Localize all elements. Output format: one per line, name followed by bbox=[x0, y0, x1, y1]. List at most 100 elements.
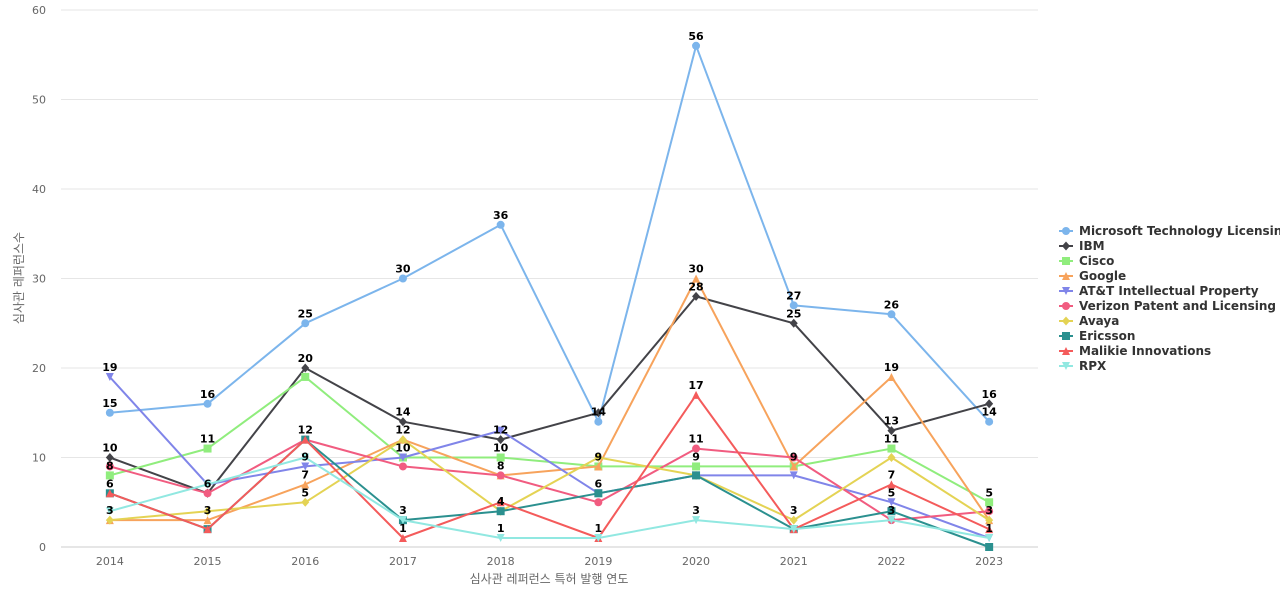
data-point[interactable] bbox=[496, 471, 505, 480]
data-point[interactable] bbox=[496, 534, 505, 543]
data-point[interactable] bbox=[496, 453, 505, 462]
series-rpx[interactable] bbox=[105, 453, 994, 543]
data-point[interactable] bbox=[301, 453, 310, 462]
data-point[interactable] bbox=[496, 426, 505, 435]
series-microsoft-technology-licensing[interactable] bbox=[105, 41, 994, 426]
data-point[interactable] bbox=[985, 507, 994, 516]
data-point[interactable] bbox=[887, 498, 896, 507]
legend[interactable]: Microsoft Technology LicensingIBMCiscoGo… bbox=[1059, 224, 1280, 373]
data-point[interactable] bbox=[985, 543, 994, 551]
data-point[interactable] bbox=[203, 444, 212, 453]
data-point[interactable] bbox=[692, 41, 701, 50]
legend-item-verizon-patent-and-licensing[interactable]: Verizon Patent and Licensing bbox=[1059, 299, 1276, 313]
legend-item-rpx[interactable]: RPX bbox=[1059, 359, 1107, 373]
data-point[interactable] bbox=[301, 497, 310, 507]
legend-item-avaya[interactable]: Avaya bbox=[1059, 314, 1119, 328]
data-point[interactable] bbox=[398, 417, 407, 427]
data-point[interactable] bbox=[496, 220, 505, 229]
series-line[interactable] bbox=[109, 393, 990, 539]
data-point[interactable] bbox=[789, 525, 798, 534]
data-point[interactable] bbox=[203, 516, 212, 525]
data-point[interactable] bbox=[301, 462, 310, 471]
data-point[interactable] bbox=[398, 453, 407, 462]
data-point[interactable] bbox=[301, 435, 310, 444]
series-avaya[interactable] bbox=[105, 435, 994, 525]
data-point[interactable] bbox=[594, 498, 603, 507]
data-point[interactable] bbox=[398, 274, 407, 283]
series-line[interactable] bbox=[109, 277, 990, 522]
data-point[interactable] bbox=[203, 506, 212, 516]
data-point[interactable] bbox=[887, 310, 896, 319]
data-point[interactable] bbox=[789, 515, 798, 525]
series-line[interactable] bbox=[109, 438, 990, 522]
data-point[interactable] bbox=[203, 525, 212, 534]
data-point[interactable] bbox=[594, 534, 603, 543]
data-point[interactable] bbox=[692, 471, 701, 480]
data-point[interactable] bbox=[887, 516, 896, 525]
data-point[interactable] bbox=[887, 507, 896, 516]
data-point[interactable] bbox=[301, 480, 310, 489]
data-point[interactable] bbox=[301, 363, 310, 373]
data-point[interactable] bbox=[105, 471, 114, 480]
legend-item-cisco[interactable]: Cisco bbox=[1059, 254, 1114, 268]
data-point[interactable] bbox=[301, 319, 310, 328]
data-point[interactable] bbox=[594, 408, 603, 418]
data-point[interactable] bbox=[105, 453, 114, 462]
data-point[interactable] bbox=[398, 462, 407, 471]
data-point[interactable] bbox=[887, 372, 896, 381]
data-point[interactable] bbox=[398, 516, 407, 525]
data-point[interactable] bbox=[789, 318, 798, 328]
data-point[interactable] bbox=[105, 489, 114, 498]
data-point[interactable] bbox=[887, 426, 896, 436]
data-point[interactable] bbox=[887, 453, 896, 462]
data-point[interactable] bbox=[887, 444, 896, 453]
data-point[interactable] bbox=[594, 453, 603, 462]
data-point[interactable] bbox=[105, 507, 114, 516]
data-point[interactable] bbox=[789, 301, 798, 310]
legend-item-google[interactable]: Google bbox=[1059, 269, 1126, 283]
data-point[interactable] bbox=[692, 462, 701, 471]
data-point[interactable] bbox=[105, 372, 114, 381]
data-point[interactable] bbox=[496, 507, 505, 516]
data-point[interactable] bbox=[985, 515, 994, 525]
series-cisco[interactable] bbox=[105, 372, 994, 507]
data-point[interactable] bbox=[398, 534, 407, 543]
data-point[interactable] bbox=[496, 435, 505, 445]
series-line[interactable] bbox=[109, 295, 990, 495]
data-point[interactable] bbox=[203, 480, 212, 489]
legend-item-ibm[interactable]: IBM bbox=[1059, 239, 1105, 253]
data-point[interactable] bbox=[105, 462, 114, 471]
data-point[interactable] bbox=[985, 498, 994, 507]
data-point[interactable] bbox=[985, 534, 994, 543]
data-point[interactable] bbox=[985, 525, 994, 534]
data-point[interactable] bbox=[594, 462, 603, 471]
data-point[interactable] bbox=[301, 372, 310, 381]
data-point[interactable] bbox=[789, 471, 798, 480]
legend-item-microsoft-technology-licensing[interactable]: Microsoft Technology Licensing bbox=[1059, 224, 1280, 238]
data-point[interactable] bbox=[692, 291, 701, 301]
data-point[interactable] bbox=[594, 417, 603, 426]
legend-item-malikie-innovations[interactable]: Malikie Innovations bbox=[1059, 344, 1211, 358]
data-point[interactable] bbox=[105, 515, 114, 525]
data-point[interactable] bbox=[203, 489, 212, 498]
data-point[interactable] bbox=[692, 444, 701, 453]
data-point[interactable] bbox=[692, 274, 701, 283]
legend-item-atandt-intellectual-property[interactable]: AT&T Intellectual Property bbox=[1059, 284, 1259, 298]
data-point[interactable] bbox=[105, 408, 114, 417]
legend-item-ericsson[interactable]: Ericsson bbox=[1059, 329, 1135, 343]
data-point[interactable] bbox=[203, 399, 212, 408]
data-point[interactable] bbox=[985, 399, 994, 409]
data-point[interactable] bbox=[692, 516, 701, 525]
data-point[interactable] bbox=[789, 453, 798, 462]
data-point[interactable] bbox=[692, 390, 701, 399]
series-line[interactable] bbox=[109, 44, 990, 423]
series-malikie-innovations[interactable] bbox=[105, 390, 994, 543]
data-point[interactable] bbox=[985, 417, 994, 426]
data-point[interactable] bbox=[496, 498, 505, 507]
data-point[interactable] bbox=[789, 462, 798, 471]
data-point[interactable] bbox=[594, 489, 603, 498]
series-verizon-patent-and-licensing[interactable] bbox=[105, 435, 994, 525]
data-point[interactable] bbox=[887, 480, 896, 489]
data-point[interactable] bbox=[398, 435, 407, 445]
series-line[interactable] bbox=[109, 456, 990, 539]
